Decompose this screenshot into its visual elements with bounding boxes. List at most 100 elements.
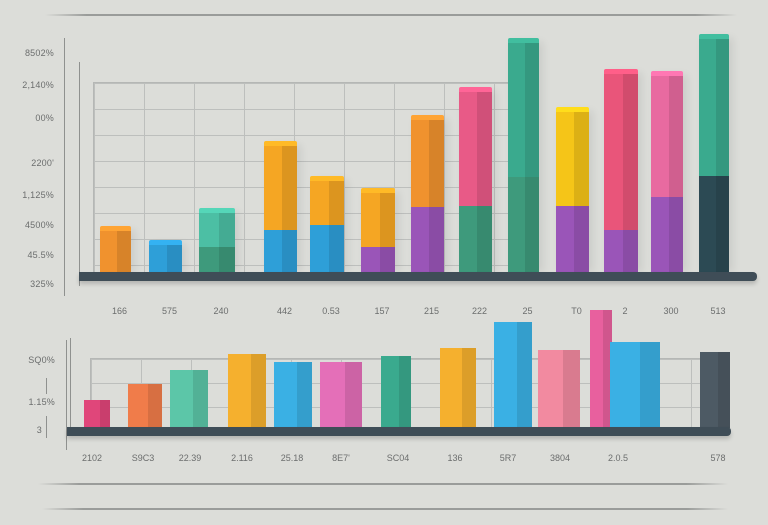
x-tick-label: 2.116 [217, 453, 267, 463]
x-tick-label: 25.18 [267, 453, 317, 463]
bar [361, 192, 395, 272]
bar-segment-bottom [651, 197, 683, 272]
bar [459, 91, 492, 272]
x-tick-label: S9C3 [118, 453, 168, 463]
y-tick-label: 2,140% [4, 80, 54, 90]
top-chart-baseline [79, 272, 757, 281]
bar [310, 180, 344, 272]
bar [700, 352, 730, 428]
y-tick-label: SQ0% [5, 355, 55, 365]
x-tick-label: 300 [646, 306, 696, 316]
x-tick-label: 25 [503, 306, 553, 316]
bar [590, 310, 612, 428]
x-tick-label: 166 [95, 306, 145, 316]
bar [610, 342, 660, 428]
x-tick-label: 5R7 [483, 453, 533, 463]
y-tick-label: 2200' [4, 158, 54, 168]
y-tick-label: 1,125% [4, 190, 54, 200]
bar-segment-top [508, 42, 539, 177]
bar-cap [459, 87, 492, 92]
x-tick-label: SC04 [373, 453, 423, 463]
y-tick-label: 00% [4, 113, 54, 123]
y-tick-label: 4500% [4, 220, 54, 230]
bar [264, 145, 297, 272]
bar-segment-top [310, 180, 344, 225]
top-chart-y-axis [79, 62, 80, 286]
bar-segment-bottom [361, 247, 395, 272]
bar-cap [264, 141, 297, 146]
bar-cap [556, 107, 589, 112]
top-chart-outer-axis [64, 38, 65, 296]
x-tick-label: 240 [196, 306, 246, 316]
y-tick-label: 1.15% [5, 397, 55, 407]
bar-cap [651, 71, 683, 76]
bar-segment-bottom [149, 244, 182, 272]
bar [84, 400, 110, 428]
bar [128, 384, 162, 428]
x-tick-label: 8E7' [316, 453, 366, 463]
bar-segment-top [411, 119, 444, 207]
bar-segment-bottom [100, 230, 131, 272]
y-tick-label: 325% [4, 279, 54, 289]
bottom-chart-y-tick-1 [46, 378, 47, 394]
x-tick-label: 0.53 [306, 306, 356, 316]
bottom-divider-1 [38, 483, 728, 485]
bar [320, 362, 362, 428]
bottom-chart-baseline [67, 427, 731, 436]
bar-segment-top [556, 111, 589, 206]
bar-segment-top [699, 38, 729, 176]
y-tick-label: 8502% [4, 48, 54, 58]
x-tick-label: 3804 [535, 453, 585, 463]
bar-segment-bottom [199, 247, 235, 272]
bar-cap [604, 69, 638, 74]
bar [170, 370, 208, 428]
bar [538, 350, 580, 428]
bottom-divider-2 [42, 508, 728, 510]
bar [651, 75, 683, 272]
bar [228, 354, 266, 428]
y-tick-label: 3 [0, 425, 42, 435]
bar [199, 212, 235, 272]
bar-segment-bottom [604, 230, 638, 272]
x-tick-label: 2102 [67, 453, 117, 463]
bar-segment-top [459, 91, 492, 206]
bar-segment-top [199, 212, 235, 247]
bar-cap [100, 226, 131, 231]
bar [556, 111, 589, 272]
bar [494, 322, 532, 428]
bar-cap [310, 176, 344, 181]
bar [508, 42, 539, 272]
bar-cap [699, 34, 729, 39]
bar-segment-bottom [411, 207, 444, 272]
bottom-chart-y-tick-2 [46, 416, 47, 438]
bar-segment-top [651, 75, 683, 197]
x-tick-label: 222 [455, 306, 505, 316]
bar-cap [361, 188, 395, 193]
bar [100, 230, 131, 272]
x-tick-label: 22.39 [165, 453, 215, 463]
bar [440, 348, 476, 428]
bar-cap [411, 115, 444, 120]
bar-segment-bottom [459, 206, 492, 272]
bar-cap [199, 208, 235, 213]
bar-segment-bottom [556, 206, 589, 272]
x-tick-label: 215 [407, 306, 457, 316]
bar [411, 119, 444, 272]
bar [604, 73, 638, 272]
bar-segment-bottom [508, 177, 539, 272]
bar-segment-top [604, 73, 638, 230]
x-tick-label: 136 [430, 453, 480, 463]
bar-cap [149, 240, 182, 245]
top-divider [45, 14, 737, 16]
x-tick-label: 2.0.5 [593, 453, 643, 463]
x-tick-label: 575 [145, 306, 195, 316]
bar [381, 356, 411, 428]
x-tick-label: 513 [693, 306, 743, 316]
bar [149, 244, 182, 272]
x-tick-label: 157 [357, 306, 407, 316]
bottom-chart-y-axis [70, 338, 71, 434]
bar [699, 38, 729, 272]
bar-segment-top [264, 145, 297, 230]
y-tick-label: 45.5% [4, 250, 54, 260]
bar-segment-bottom [264, 230, 297, 272]
